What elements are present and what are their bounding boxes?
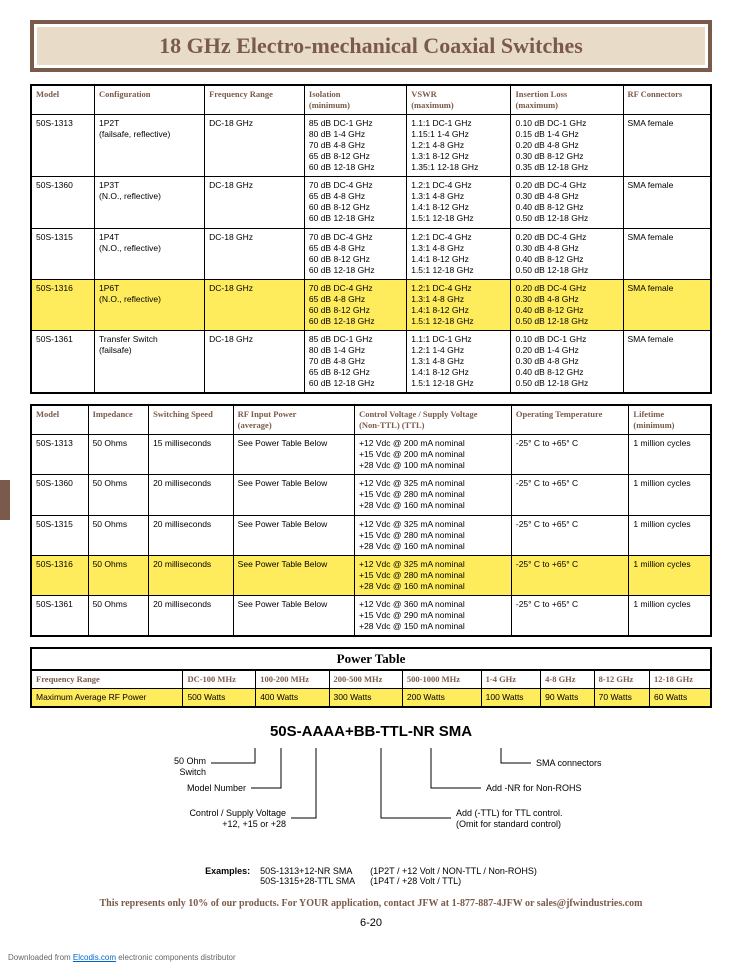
part-label-r3: Add (-TTL) for TTL control.(Omit for sta… <box>456 808 563 830</box>
footer-note: This represents only 10% of our products… <box>30 898 712 909</box>
table-header: Control Voltage / Supply Voltage(Non-TTL… <box>355 405 512 435</box>
table-header: RF Input Power(average) <box>233 405 354 435</box>
part-label-l1: 50 OhmSwitch <box>174 756 206 778</box>
table-row: 50S-13161P6T(N.O., reflective)DC-18 GHz7… <box>31 279 711 330</box>
spec-table-2: ModelImpedanceSwitching SpeedRF Input Po… <box>30 404 712 637</box>
table-row: 50S-13601P3T(N.O., reflective)DC-18 GHz7… <box>31 177 711 228</box>
table-header: Insertion Loss(maximum) <box>511 85 623 115</box>
part-label-l2: Model Number <box>187 783 246 794</box>
download-link[interactable]: Elcodis.com <box>73 953 116 962</box>
table-header: 12-18 GHz <box>650 670 711 689</box>
table-header: Model <box>31 405 88 435</box>
table-header: DC-100 MHz <box>183 670 256 689</box>
table-header: RF Connectors <box>623 85 711 115</box>
table-row: 50S-131350 Ohms15 millisecondsSee Power … <box>31 435 711 475</box>
table-header: 4-8 GHz <box>541 670 595 689</box>
page-number: 6-20 <box>30 917 712 929</box>
table-row: 50S-131550 Ohms20 millisecondsSee Power … <box>31 515 711 555</box>
page-tab <box>0 480 10 520</box>
title-banner: 18 GHz Electro-mechanical Coaxial Switch… <box>30 20 712 72</box>
part-diagram: 50 OhmSwitch Model Number Control / Supp… <box>121 748 621 858</box>
spec-table-1: ModelConfigurationFrequency RangeIsolati… <box>30 84 712 394</box>
table-header: Frequency Range <box>31 670 183 689</box>
example-1a: 50S-1313+12-NR SMA <box>260 866 352 876</box>
table-header: Lifetime(minimum) <box>629 405 711 435</box>
example-2b: (1P4T / +28 Volt / TTL) <box>370 876 461 886</box>
table-header: Isolation(minimum) <box>304 85 406 115</box>
table-header: Frequency Range <box>205 85 305 115</box>
table-header: Configuration <box>95 85 205 115</box>
table-header: Impedance <box>88 405 148 435</box>
table-header: 8-12 GHz <box>594 670 649 689</box>
page-title: 18 GHz Electro-mechanical Coaxial Switch… <box>37 27 705 65</box>
table-row: 50S-13131P2T(failsafe, reflective)DC-18 … <box>31 115 711 177</box>
table-header: Model <box>31 85 95 115</box>
part-label-r1: SMA connectors <box>536 758 602 769</box>
table-row: 50S-136050 Ohms20 millisecondsSee Power … <box>31 475 711 515</box>
table-header: Switching Speed <box>149 405 234 435</box>
examples-label: Examples: <box>205 866 250 876</box>
table-row: 50S-136150 Ohms20 millisecondsSee Power … <box>31 595 711 636</box>
example-1b: (1P2T / +12 Volt / NON-TTL / Non-ROHS) <box>370 866 537 876</box>
table-header: VSWR(maximum) <box>407 85 511 115</box>
table-header: 100-200 MHz <box>256 670 329 689</box>
examples-row: Examples: 50S-1313+12-NR SMA 50S-1315+28… <box>30 866 712 886</box>
table-header: 500-1000 MHz <box>402 670 481 689</box>
table-row: Maximum Average RF Power500 Watts400 Wat… <box>31 688 711 707</box>
table-header: 1-4 GHz <box>481 670 541 689</box>
power-table: Frequency RangeDC-100 MHz100-200 MHz200-… <box>30 669 712 708</box>
table-row: 50S-13151P4T(N.O., reflective)DC-18 GHz7… <box>31 228 711 279</box>
power-table-title: Power Table <box>30 647 712 669</box>
part-number-title: 50S-AAAA+BB-TTL-NR SMA <box>30 723 712 740</box>
table-row: 50S-131650 Ohms20 millisecondsSee Power … <box>31 555 711 595</box>
table-row: 50S-1361Transfer Switch(failsafe)DC-18 G… <box>31 330 711 393</box>
part-label-r2: Add -NR for Non-ROHS <box>486 783 582 794</box>
example-2a: 50S-1315+28-TTL SMA <box>260 876 355 886</box>
table-header: 200-500 MHz <box>329 670 402 689</box>
download-note: Downloaded from Elcodis.com electronic c… <box>0 949 742 966</box>
part-label-l3: Control / Supply Voltage+12, +15 or +28 <box>189 808 286 830</box>
table-header: Operating Temperature <box>511 405 629 435</box>
